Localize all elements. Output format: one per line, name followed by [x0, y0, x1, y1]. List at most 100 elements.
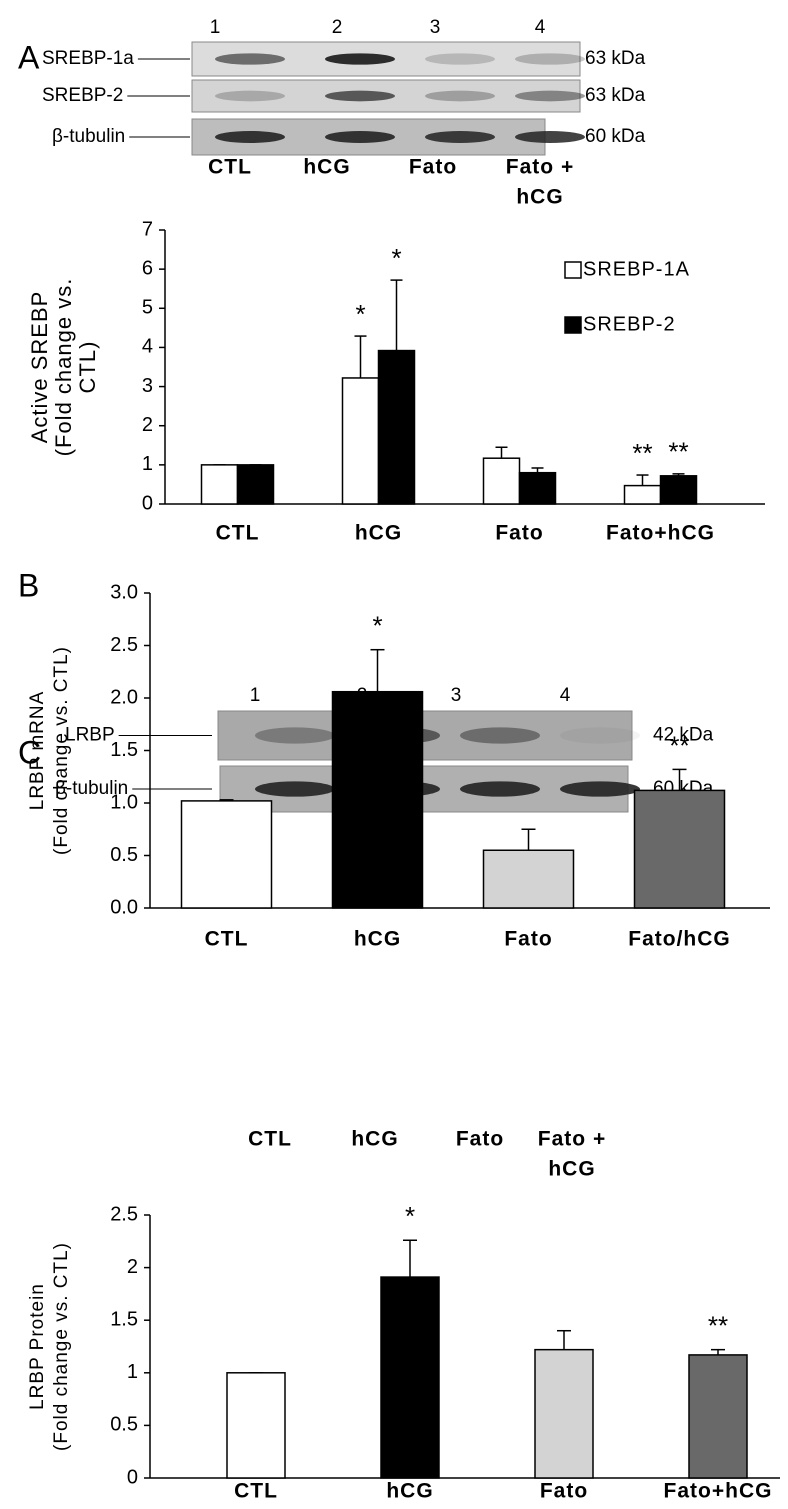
x-tick-label: Fato: [540, 1480, 588, 1503]
legend-swatch: [564, 316, 582, 334]
y-axis-label: (Fold change vs. CTL): [51, 1242, 72, 1451]
x-tick-label: CTL: [234, 1480, 278, 1503]
blot-band: [325, 53, 395, 65]
lane-label: hCG: [548, 1158, 595, 1181]
y-tick-label: 2.0: [110, 686, 138, 708]
blot-band: [215, 90, 285, 102]
y-tick-label: 0.0: [110, 896, 138, 918]
y-tick-label: 1: [127, 1361, 138, 1383]
lane-label: Fato +: [506, 156, 574, 179]
y-axis-label: CTL): [75, 341, 100, 394]
x-tick-label: CTL: [216, 522, 260, 545]
blot-band: [255, 781, 335, 797]
x-tick-label: Fato+hCG: [606, 522, 715, 545]
blot-band: [325, 90, 395, 102]
blot-band: [425, 53, 495, 65]
row-label: SREBP-1a: [42, 48, 134, 69]
bar: [226, 1372, 286, 1479]
blot-band: [425, 90, 495, 102]
x-tick-label: Fato+hCG: [664, 1480, 773, 1503]
y-tick-label: 0: [127, 1466, 138, 1488]
y-tick-label: 2: [127, 1256, 138, 1278]
y-tick-label: 1.0: [110, 791, 138, 813]
bar: [236, 464, 275, 505]
lane-number: 3: [451, 685, 462, 706]
significance: **: [708, 1311, 728, 1341]
y-tick-label: 3.0: [110, 581, 138, 603]
lane-number: 1: [210, 17, 221, 38]
panel-letter: C: [18, 734, 41, 770]
blot-band: [560, 727, 640, 744]
blot-band: [215, 53, 285, 65]
y-axis-label: LRBP mRNA: [27, 691, 48, 811]
y-axis-label: Active SREBP: [27, 291, 52, 444]
y-tick-label: 5: [142, 297, 153, 319]
lane-number: 4: [560, 685, 571, 706]
bar: [633, 789, 726, 909]
bar: [659, 475, 698, 505]
bar: [534, 1348, 594, 1479]
blot-band: [515, 131, 585, 143]
panel-letter: B: [18, 567, 39, 603]
size-label: 63 kDa: [585, 85, 646, 106]
y-tick-label: 2.5: [110, 634, 138, 656]
lane-label: hCG: [351, 1128, 398, 1151]
x-tick-label: hCG: [386, 1480, 433, 1503]
y-tick-label: 0: [142, 492, 153, 514]
lane-label: Fato +: [538, 1128, 606, 1151]
x-tick-label: hCG: [355, 522, 402, 545]
significance: *: [355, 299, 365, 329]
row-label: LRBP: [65, 725, 115, 746]
x-tick-label: hCG: [354, 928, 401, 951]
y-tick-label: 2: [142, 414, 153, 436]
significance: *: [405, 1201, 415, 1231]
blot-band: [515, 90, 585, 102]
bar: [623, 484, 662, 505]
blot-band: [325, 131, 395, 143]
lane-label: Fato: [456, 1128, 504, 1151]
y-tick-label: 4: [142, 336, 153, 358]
y-tick-label: 1: [142, 453, 153, 475]
legend-label: SREBP-2: [583, 313, 676, 335]
bar: [482, 457, 521, 505]
lane-number: 1: [250, 685, 261, 706]
y-axis-label: LRBP Protein: [27, 1283, 48, 1410]
bar: [380, 1276, 440, 1479]
x-tick-label: CTL: [205, 928, 249, 951]
lane-label: hCG: [516, 186, 563, 209]
blot-band: [560, 781, 640, 797]
blot-band: [255, 727, 335, 744]
row-label: SREBP-2: [42, 85, 123, 106]
blot-band: [460, 781, 540, 797]
x-tick-label: Fato: [504, 928, 552, 951]
significance: **: [668, 437, 688, 467]
size-label: 60 kDa: [585, 126, 646, 147]
blot-band: [460, 727, 540, 744]
bar: [518, 471, 557, 505]
y-axis-label: (Fold change vs. CTL): [51, 646, 72, 855]
significance: *: [372, 611, 382, 641]
y-axis-label: (Fold change vs.: [51, 278, 76, 457]
lane-label: CTL: [248, 1128, 292, 1151]
y-tick-label: 0.5: [110, 844, 138, 866]
y-tick-label: 2.5: [110, 1203, 138, 1225]
y-tick-label: 7: [142, 218, 153, 240]
lane-number: 2: [332, 17, 343, 38]
significance: *: [391, 243, 401, 273]
lane-label: CTL: [208, 156, 252, 179]
row-label: β-tubulin: [55, 778, 128, 799]
blot-band: [515, 53, 585, 65]
panel-letter: A: [18, 39, 40, 75]
y-tick-label: 1.5: [110, 739, 138, 761]
x-tick-label: Fato: [495, 522, 543, 545]
lane-number: 3: [430, 17, 441, 38]
lane-number: 4: [535, 17, 546, 38]
blot-band: [215, 131, 285, 143]
bar: [341, 377, 380, 505]
bar: [688, 1354, 748, 1479]
significance: **: [669, 730, 689, 760]
lane-label: hCG: [303, 156, 350, 179]
size-label: 63 kDa: [585, 48, 646, 69]
significance: **: [632, 438, 652, 468]
